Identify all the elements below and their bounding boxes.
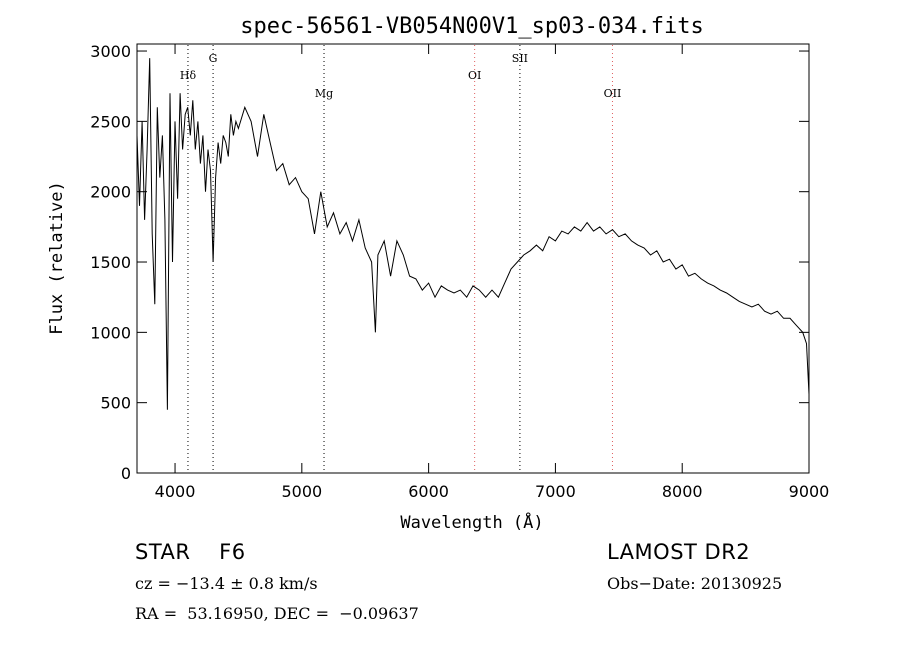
spectral-line-label: Mg xyxy=(315,87,333,100)
y-axis-label: Flux (relative) xyxy=(47,181,67,335)
y-tick-label: 1500 xyxy=(90,253,131,272)
y-tick-label: 2000 xyxy=(90,183,131,202)
spectral-line-label: OII xyxy=(604,87,622,100)
spectral-line-label: OI xyxy=(468,69,481,82)
y-tick-label: 0 xyxy=(121,464,131,483)
spectral-lines: Hδ G Mg OI SII OII xyxy=(180,45,621,472)
spectral-line-label: G xyxy=(209,52,218,65)
spectrum-series xyxy=(136,58,810,410)
x-tick-label: 8000 xyxy=(662,482,703,501)
object-class: STAR F6 xyxy=(135,540,246,564)
chart-title: spec-56561-VB054N00V1_sp03-034.fits xyxy=(240,14,704,39)
y-tick-label: 3000 xyxy=(90,42,131,61)
survey-name: LAMOST DR2 xyxy=(607,540,751,564)
spectrum-line-0 xyxy=(136,58,810,410)
axis-ticks: 4000 5000 6000 7000 8000 9000 0 500 1000 1500 2000… xyxy=(90,42,829,501)
y-tick-label: 500 xyxy=(100,394,131,413)
spectral-line-label: Hδ xyxy=(180,69,197,82)
coordinates-info: RA = 53.16950, DEC = −0.09637 xyxy=(135,604,419,623)
y-tick-label: 1000 xyxy=(90,323,131,342)
observation-date: Obs−Date: 20130925 xyxy=(607,574,783,593)
spectral-line-label: SII xyxy=(512,52,528,65)
y-tick-label: 2500 xyxy=(90,112,131,131)
x-tick-label: 7000 xyxy=(535,482,576,501)
x-tick-label: 6000 xyxy=(408,482,449,501)
x-tick-label: 9000 xyxy=(789,482,830,501)
x-tick-label: 5000 xyxy=(281,482,322,501)
x-axis-label: Wavelength (Å) xyxy=(400,511,543,533)
redshift-info: cz = −13.4 ± 0.8 km/s xyxy=(135,574,318,593)
plot-frame xyxy=(136,43,810,474)
x-tick-label: 4000 xyxy=(155,482,196,501)
